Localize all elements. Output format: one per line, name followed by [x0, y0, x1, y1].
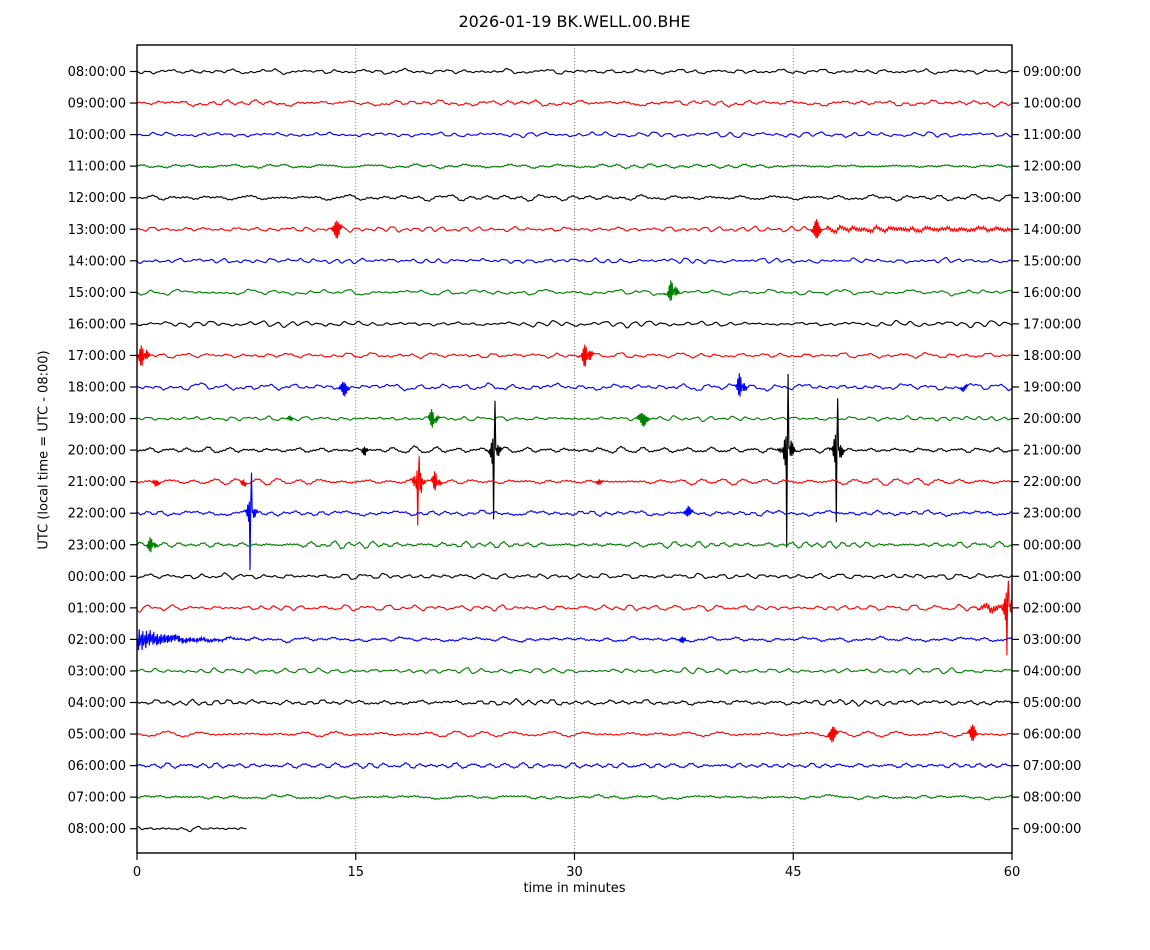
local-time-label: 11:00:00	[1023, 128, 1081, 143]
trace-row	[137, 537, 1012, 553]
trace-row	[137, 761, 1012, 770]
x-tick-label: 45	[785, 865, 802, 880]
utc-time-label: 21:00:00	[68, 475, 126, 490]
local-time-label: 08:00:00	[1023, 791, 1081, 806]
trace-row	[137, 373, 1012, 397]
utc-time-label: 05:00:00	[68, 728, 126, 743]
trace-row	[137, 580, 1012, 656]
local-time-label: 21:00:00	[1023, 444, 1081, 459]
utc-time-label: 00:00:00	[68, 570, 126, 585]
local-time-label: 09:00:00	[1023, 65, 1081, 80]
trace-row	[137, 193, 1012, 202]
utc-time-label: 15:00:00	[68, 286, 126, 301]
local-time-label: 07:00:00	[1023, 759, 1081, 774]
x-tick-label: 60	[1004, 865, 1021, 880]
local-time-label: 05:00:00	[1023, 696, 1081, 711]
trace-row	[137, 98, 1012, 108]
utc-time-label: 11:00:00	[68, 160, 126, 175]
utc-time-label: 18:00:00	[68, 381, 126, 396]
utc-time-label: 22:00:00	[68, 507, 126, 522]
trace-row	[137, 280, 1012, 301]
trace-row	[137, 724, 1012, 743]
trace-row	[137, 67, 1012, 75]
utc-time-label: 07:00:00	[68, 791, 126, 806]
trace-area	[137, 67, 1012, 833]
trace-row	[137, 219, 1012, 239]
local-time-label: 16:00:00	[1023, 286, 1081, 301]
trace-row	[137, 825, 247, 833]
local-time-label: 04:00:00	[1023, 664, 1081, 679]
utc-time-label: 02:00:00	[68, 633, 126, 648]
utc-time-label: 08:00:00	[68, 65, 126, 80]
trace-row	[137, 373, 1012, 548]
trace-row	[137, 666, 1012, 675]
x-tick-label: 0	[133, 865, 141, 880]
utc-time-label: 23:00:00	[68, 538, 126, 553]
local-time-label: 20:00:00	[1023, 412, 1081, 427]
local-time-label: 17:00:00	[1023, 317, 1081, 332]
trace-row	[137, 472, 1012, 571]
local-time-label: 18:00:00	[1023, 349, 1081, 364]
utc-time-label: 08:00:00	[68, 822, 126, 837]
local-time-label: 14:00:00	[1023, 223, 1081, 238]
utc-time-label: 03:00:00	[68, 664, 126, 679]
x-tick-label: 15	[347, 865, 364, 880]
utc-time-label: 14:00:00	[68, 254, 126, 269]
local-time-label: 10:00:00	[1023, 97, 1081, 112]
utc-time-label: 01:00:00	[68, 601, 126, 616]
trace-row	[137, 698, 1012, 707]
trace-row	[137, 456, 1012, 526]
utc-time-label: 16:00:00	[68, 317, 126, 332]
local-time-label: 06:00:00	[1023, 728, 1081, 743]
utc-time-label: 20:00:00	[68, 444, 126, 459]
utc-time-label: 12:00:00	[68, 191, 126, 206]
utc-time-label: 13:00:00	[68, 223, 126, 238]
trace-row	[137, 319, 1012, 329]
utc-time-label: 06:00:00	[68, 759, 126, 774]
local-time-label: 09:00:00	[1023, 822, 1081, 837]
utc-time-label: 17:00:00	[68, 349, 126, 364]
local-time-label: 12:00:00	[1023, 160, 1081, 175]
trace-row	[137, 131, 1012, 139]
utc-time-label: 09:00:00	[68, 97, 126, 112]
x-tick-label: 30	[566, 865, 583, 880]
utc-time-label: 04:00:00	[68, 696, 126, 711]
local-time-label: 23:00:00	[1023, 507, 1081, 522]
trace-row	[137, 408, 1012, 428]
utc-time-label: 19:00:00	[68, 412, 126, 427]
x-axis-label: time in minutes	[523, 881, 626, 896]
trace-row	[137, 629, 1012, 651]
trace-row	[137, 344, 1012, 367]
local-time-label: 15:00:00	[1023, 254, 1081, 269]
trace-row	[137, 793, 1012, 801]
trace-row	[137, 163, 1012, 170]
plot-title: 2026-01-19 BK.WELL.00.BHE	[458, 12, 691, 31]
local-time-label: 00:00:00	[1023, 538, 1081, 553]
local-time-label: 13:00:00	[1023, 191, 1081, 206]
local-time-label: 19:00:00	[1023, 381, 1081, 396]
local-time-label: 02:00:00	[1023, 601, 1081, 616]
local-time-label: 22:00:00	[1023, 475, 1081, 490]
local-time-label: 03:00:00	[1023, 633, 1081, 648]
utc-time-label: 10:00:00	[68, 128, 126, 143]
trace-row	[137, 572, 1012, 581]
trace-row	[137, 257, 1012, 265]
local-time-label: 01:00:00	[1023, 570, 1081, 585]
